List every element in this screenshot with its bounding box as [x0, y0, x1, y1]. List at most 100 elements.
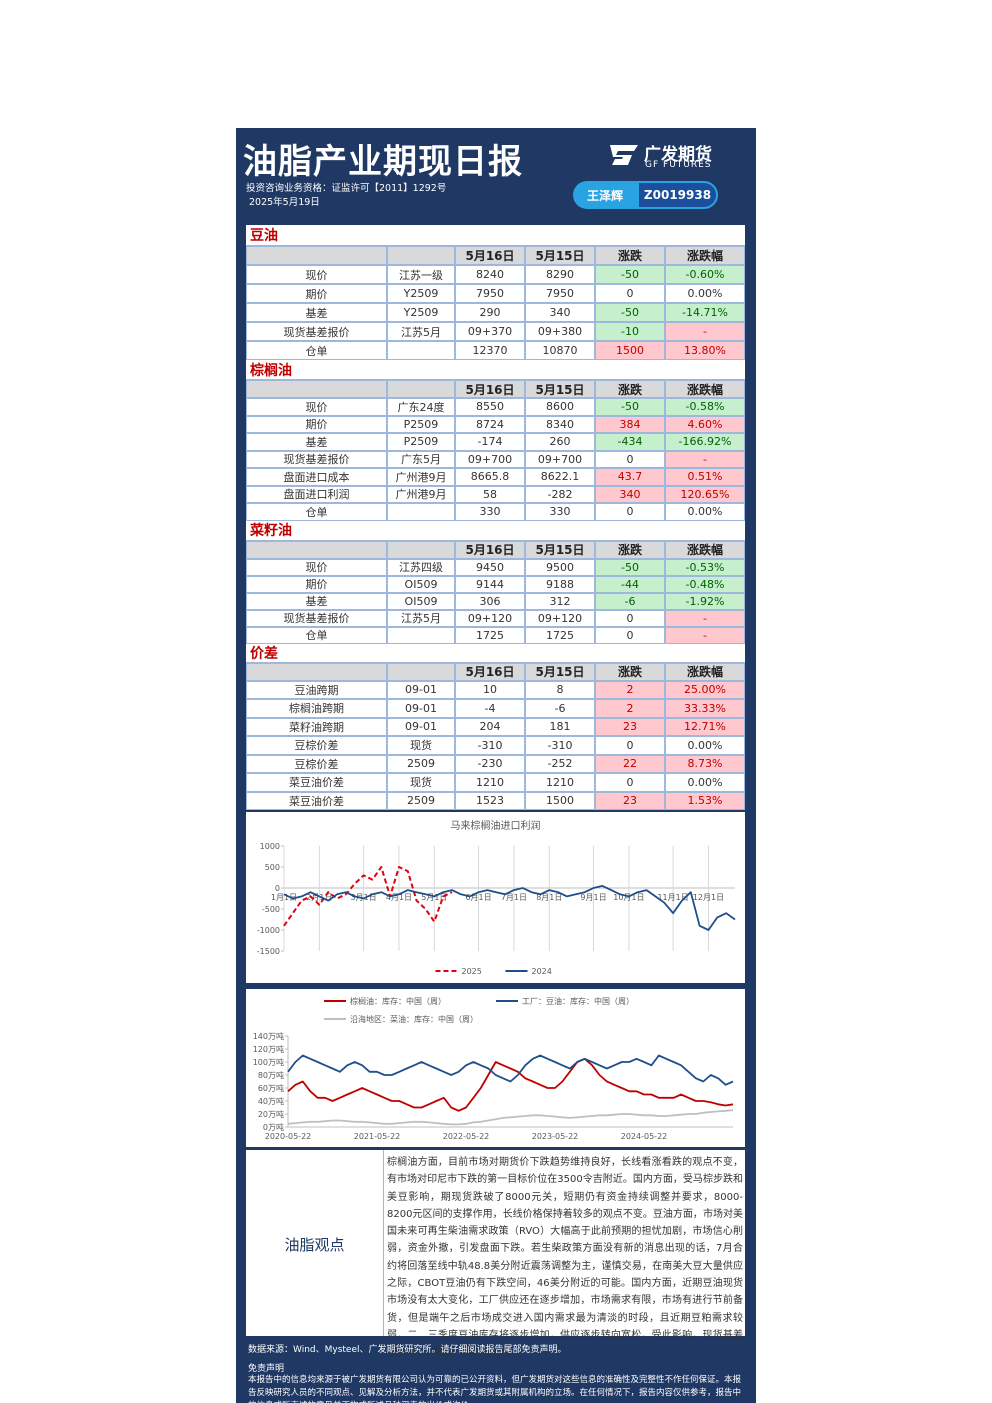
license: 投资咨询业务资格：证监许可【2011】1292号: [246, 183, 447, 194]
series-line: [283, 866, 453, 927]
table-cell: 0: [595, 773, 665, 792]
column-header: 5月16日: [455, 246, 525, 265]
column-header: 5月16日: [455, 662, 525, 681]
table-cell: 0: [595, 450, 665, 468]
column-header: 涨跌幅: [665, 540, 745, 559]
table-cell: -50: [595, 265, 665, 284]
table-cell: 23: [595, 791, 665, 810]
table-cell: -282: [525, 485, 595, 503]
series-line: [287, 1054, 734, 1086]
table-cell: -50: [595, 398, 665, 416]
y-tick-label: 80万吨: [258, 1070, 284, 1080]
x-tick-label: 6月1日: [465, 893, 491, 902]
column-header: 5月16日: [455, 380, 525, 398]
logo-en: GF FUTURES: [645, 160, 712, 170]
row-item: 仓单: [246, 503, 387, 521]
column-header: 涨跌幅: [665, 380, 745, 398]
row-spec: 2509: [387, 791, 455, 810]
table-cell: 0.00%: [665, 284, 745, 303]
row-item: 菜豆油价差: [246, 773, 387, 792]
table-cell: 43.7: [595, 468, 665, 486]
table-cell: 8340: [525, 415, 595, 433]
y-tick-label: 100万吨: [253, 1057, 284, 1067]
opinion-label: 油脂观点: [284, 1236, 345, 1254]
table-cell: 33.33%: [665, 699, 745, 718]
row-item: 菜籽油跨期: [246, 717, 387, 736]
disclaimer: 本报告中的信息均来源于被广发期货有限公司认为可靠的已公开资料，但广发期货对这些信…: [248, 1375, 742, 1403]
row-spec: 09-01: [387, 699, 455, 718]
table-cell: 8665.8: [455, 468, 525, 486]
table-cell: 12.71%: [665, 717, 745, 736]
table-cell: 1500: [525, 791, 595, 810]
row-spec: 江苏一级: [387, 265, 455, 284]
table-cell: 306: [455, 592, 525, 610]
table-cell: -: [665, 322, 745, 341]
table-cell: -0.48%: [665, 575, 745, 593]
table-cell: 260: [525, 433, 595, 451]
row-spec: 广东24度: [387, 398, 455, 416]
table-cell: 8.73%: [665, 754, 745, 773]
x-tick-label: 2月1日: [306, 893, 332, 902]
x-tick-label: 11月1日: [657, 893, 688, 902]
opinion-text: 棕榈油方面，目前市场对期货价下跌趋势维持良好，长线看涨看跌的观点不变，有市场对印…: [387, 1157, 743, 1359]
disclaimer-title: 免责声明: [248, 1364, 285, 1374]
header-cell: [246, 540, 387, 559]
logo-cn: 广发期货: [644, 145, 712, 165]
table-cell: -6: [525, 699, 595, 718]
row-item: 期价: [246, 415, 387, 433]
table-cell: -10: [595, 322, 665, 341]
x-tick-label: 2020-05-22: [265, 1132, 312, 1141]
table-cell: -434: [595, 433, 665, 451]
row-item: 现价: [246, 265, 387, 284]
header-cell: [387, 380, 455, 398]
column-header: 涨跌: [595, 540, 665, 559]
column-header: 涨跌: [595, 380, 665, 398]
table-cell: -50: [595, 303, 665, 322]
x-tick-label: 3月1日: [350, 893, 376, 902]
analyst-id: Z0019938: [637, 181, 718, 209]
row-item: 盘面进口利润: [246, 485, 387, 503]
row-item: 现货基差报价: [246, 609, 387, 627]
table-cell: 290: [455, 303, 525, 322]
logo-icon: [610, 145, 638, 165]
section-title: 价差: [246, 643, 745, 663]
table-cell: -166.92%: [665, 433, 745, 451]
x-tick-label: 9月1日: [580, 893, 606, 902]
table-cell: 8: [525, 680, 595, 699]
y-tick-label: 140万吨: [253, 1031, 284, 1041]
row-item: 菜豆油价差: [246, 791, 387, 810]
row-item: 期价: [246, 575, 387, 593]
y-tick-label: 60万吨: [258, 1083, 284, 1093]
table-cell: 340: [595, 485, 665, 503]
table-cell: -: [665, 626, 745, 644]
row-item: 仓单: [246, 341, 387, 360]
table-cell: -50: [595, 558, 665, 576]
row-item: 现价: [246, 398, 387, 416]
table-cell: 25.00%: [665, 680, 745, 699]
table-cell: 09+120: [525, 609, 595, 627]
table-cell: -1.92%: [665, 592, 745, 610]
legend-label: 沿海地区：菜油：库存：中国（周）: [350, 1014, 478, 1024]
row-spec: OI509: [387, 575, 455, 593]
table-cell: -174: [455, 433, 525, 451]
series-line: [283, 885, 736, 931]
table-cell: 120.65%: [665, 485, 745, 503]
x-tick-label: 2023-05-22: [532, 1132, 579, 1141]
table-cell: -14.71%: [665, 303, 745, 322]
table-cell: 9144: [455, 575, 525, 593]
table-cell: 22: [595, 754, 665, 773]
column-header: 5月16日: [455, 540, 525, 559]
table-cell: 0: [595, 503, 665, 521]
analyst-name: 王泽辉: [573, 181, 637, 209]
row-item: 仓单: [246, 626, 387, 644]
row-spec: P2509: [387, 415, 455, 433]
data-source: 数据来源：Wind、Mysteel、广发期货研究所。请仔细阅读报告尾部免责声明。: [248, 1345, 567, 1355]
row-spec: 江苏四级: [387, 558, 455, 576]
header-cell: [246, 662, 387, 681]
table-cell: 2: [595, 699, 665, 718]
column-header: 涨跌: [595, 662, 665, 681]
table-cell: 0: [595, 626, 665, 644]
row-spec: [387, 503, 455, 521]
table-cell: 0: [595, 609, 665, 627]
